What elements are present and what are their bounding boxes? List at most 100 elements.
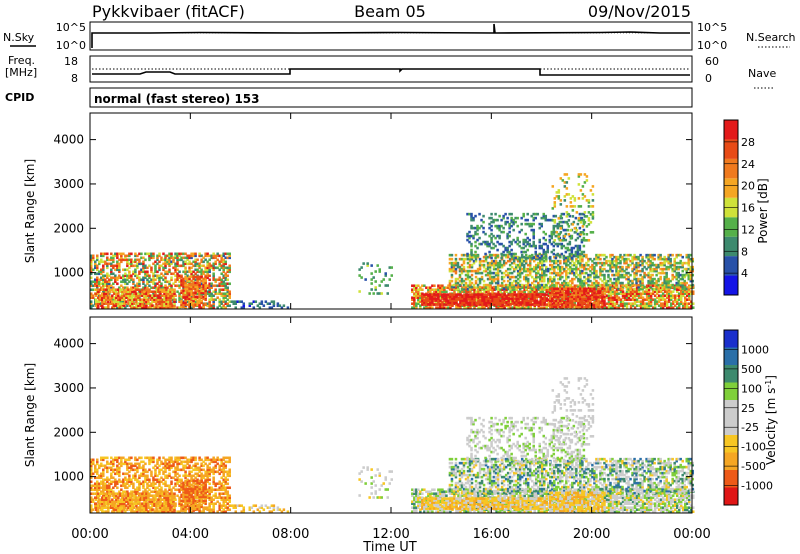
power-cell [122,252,125,256]
power-cell [466,252,469,256]
power-cell [613,277,616,281]
power-cell [474,214,477,218]
power-cell [510,285,514,289]
power-cell [153,298,156,302]
power-cell [577,217,581,220]
power-cell [200,254,203,258]
power-cell [553,287,556,291]
power-cell [623,261,626,265]
power-cell [578,244,582,248]
power-cell [192,285,195,289]
power-cell [663,285,666,289]
power-cell [270,300,274,304]
power-cell [134,296,137,300]
power-cell [429,306,432,309]
power-cell [535,301,538,304]
power-cell [190,283,193,287]
power-cell [182,283,185,287]
power-cell [224,282,227,286]
power-cell [635,281,638,285]
power-cell [663,298,667,302]
power-cell [530,228,533,232]
power-cell [470,212,473,216]
power-cell [559,285,562,289]
power-cell [152,254,155,258]
power-cell [106,256,109,260]
power-cell [675,253,678,257]
power-cell [611,253,614,257]
power-cell [677,296,681,300]
power-cell [158,266,161,270]
power-cell [615,306,619,309]
power-cell [120,276,123,280]
power-cell [128,276,131,280]
power-cell [510,281,514,285]
power-cell [683,261,686,265]
power-cell [633,263,636,267]
power-cell [551,289,554,293]
power-cell [111,300,114,304]
power-cell [519,290,522,294]
power-cell [552,226,556,230]
power-cell [667,306,671,309]
power-cell [532,234,535,238]
power-cell [151,300,154,304]
power-cell [683,292,687,296]
power-cell [607,300,611,304]
power-cell [601,269,604,273]
power-cell [625,273,628,277]
power-cell [118,266,121,270]
power-cell [607,287,610,291]
power-cell [136,264,139,268]
power-cell [629,273,632,277]
power-cell [522,269,526,273]
power-cell [136,286,139,290]
power-cell [98,260,101,264]
power-cell [551,279,554,283]
power-cell [194,258,197,262]
power-cell [198,283,201,287]
power-cell [202,291,205,295]
power-cell [106,284,109,288]
power-cell [625,253,628,257]
power-cell [140,262,143,266]
power-cell [511,306,514,309]
power-cell [538,246,541,250]
power-cell [488,253,492,257]
power-cell [141,294,144,298]
power-cell [202,305,205,309]
power-cell [583,265,586,269]
power-cell [633,267,636,271]
power-cell [112,260,115,264]
power-cell [429,303,432,306]
power-cell [128,252,131,256]
power-cell [649,275,652,279]
power-cell [669,261,672,265]
power-cell [641,287,644,291]
power-cell [192,305,195,309]
power-cell [564,256,568,260]
power-cell [540,261,544,265]
power-cell [129,296,132,300]
power-cell [555,191,559,194]
power-cell [687,296,691,300]
power-cell [172,296,175,300]
power-cell [169,296,172,300]
power-cell [149,296,152,300]
power-cell [629,292,633,296]
power-cell [190,301,193,305]
power-cell [520,228,523,232]
power-cell [619,287,622,291]
power-cell [147,300,150,304]
power-cell [431,288,434,292]
power-cell [224,276,227,280]
power-cell [484,267,488,271]
power-cell [561,271,564,275]
power-cell [162,266,165,270]
power-cell [101,304,104,308]
power-cell [611,263,614,267]
power-cell [679,292,683,296]
power-cell [543,271,546,275]
power-cell [681,255,684,259]
power-cell [462,265,466,269]
